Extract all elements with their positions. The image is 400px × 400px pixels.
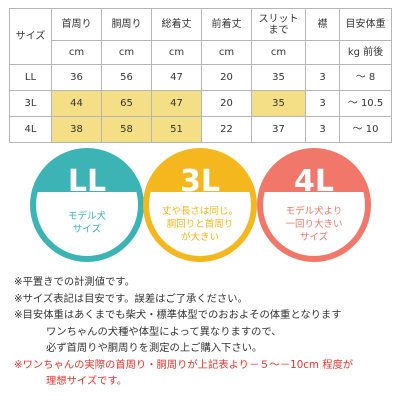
cell: cm	[51, 40, 102, 65]
badge-inner	[36, 192, 138, 256]
badge-size: 4L	[294, 164, 334, 199]
badge-size: LL	[68, 164, 106, 199]
cell: 3	[305, 64, 340, 91]
cell: LL	[9, 64, 52, 91]
cell: 35	[251, 90, 306, 117]
cell: 首周り	[51, 8, 102, 41]
cell: 3	[305, 90, 340, 117]
cell: 20	[201, 64, 252, 91]
badge-line: 胴回りと首周り	[167, 218, 234, 230]
cell	[305, 40, 340, 65]
note-line: 理想サイズです。	[46, 375, 128, 387]
badge-inner	[149, 192, 251, 256]
cell: ～ 10	[339, 116, 392, 143]
row: 4L 38 58 51 22 37 3 ～ 10	[9, 116, 392, 143]
note-line: ※ワンちゃんの実際の首周り・胴周りが上記表より－５～－10cm 程度が	[14, 358, 354, 371]
note-line: 必ず首周りや胴周りを測定の上ご購入下さい。	[46, 342, 263, 354]
cell: ～ 10.5	[339, 90, 392, 117]
cell: cm	[151, 40, 202, 65]
note-line: ※平置きでの計測値です。	[14, 276, 135, 288]
cell: ～ 8	[339, 64, 392, 91]
note-line: ワンちゃんの犬種や体型によって異なりますので、	[46, 325, 282, 338]
badge-line: サイズ	[73, 223, 102, 235]
badge-line: サイズ	[300, 231, 329, 243]
cell: 51	[151, 116, 202, 143]
badge-tagline: モデル犬のぽっちゃりサイズ	[151, 191, 249, 201]
cell: 前着丈	[201, 8, 252, 41]
badge-size: 3L	[180, 164, 220, 199]
cell: 65	[101, 90, 152, 117]
cell: 44	[51, 90, 102, 117]
cell: 47	[151, 90, 202, 117]
badge-line: が大きい	[181, 231, 219, 243]
cell: cm	[201, 40, 252, 65]
cell: 4L	[9, 116, 52, 143]
badge-line: 一回り大きい	[285, 218, 342, 230]
badge-inner	[263, 192, 365, 256]
cell: 56	[101, 64, 152, 91]
cell: 3	[305, 116, 340, 143]
cell: kg 前後	[339, 40, 392, 65]
cell: 37	[251, 116, 306, 143]
cell: 35	[251, 64, 306, 91]
cell: スリットまで	[251, 8, 306, 41]
cell: 襟	[305, 8, 340, 41]
badges: LLモデル犬サイズ3Lモデル犬のぽっちゃりサイズ丈や長さは同じ。胴回りと首周りが…	[30, 148, 371, 262]
cell: 3L	[9, 90, 52, 117]
cell: 20	[201, 90, 252, 117]
cell: 目安体重	[339, 8, 392, 41]
row: LL 36 56 47 20 35 3 ～ 8	[9, 64, 392, 91]
badge-line: モデル犬	[68, 210, 107, 222]
badge-line: モデル犬より	[286, 205, 343, 217]
badge-line: 丈や長さは同じ。	[162, 206, 238, 217]
cell: 胴周り	[101, 8, 152, 41]
cell: 22	[201, 116, 252, 143]
cell: 38	[51, 116, 102, 143]
cell: 58	[101, 116, 152, 143]
cell: cm	[251, 40, 306, 65]
size-table: サイズ 首周り 胴周り 総着丈 前着丈 スリットまで 襟 目安体重 cm cm …	[9, 8, 392, 143]
cell: 47	[151, 64, 202, 91]
cell: サイズ	[9, 8, 52, 65]
note-line: ※サイズ表記は目安です。誤差はご了承ください。	[14, 292, 248, 305]
notes: ※平置きでの計測値です。 ※サイズ表記は目安です。誤差はご了承ください。 ※目安体重…	[14, 274, 353, 390]
cell: 36	[51, 64, 102, 91]
note-line: ※目安体重はあくまでも柴犬・標準体型でのおおよその体重となります	[14, 309, 342, 321]
cell: 総着丈	[151, 8, 202, 41]
row: 3L 44 65 47 20 35 3 ～ 10.5	[9, 90, 392, 117]
cell: cm	[101, 40, 152, 65]
